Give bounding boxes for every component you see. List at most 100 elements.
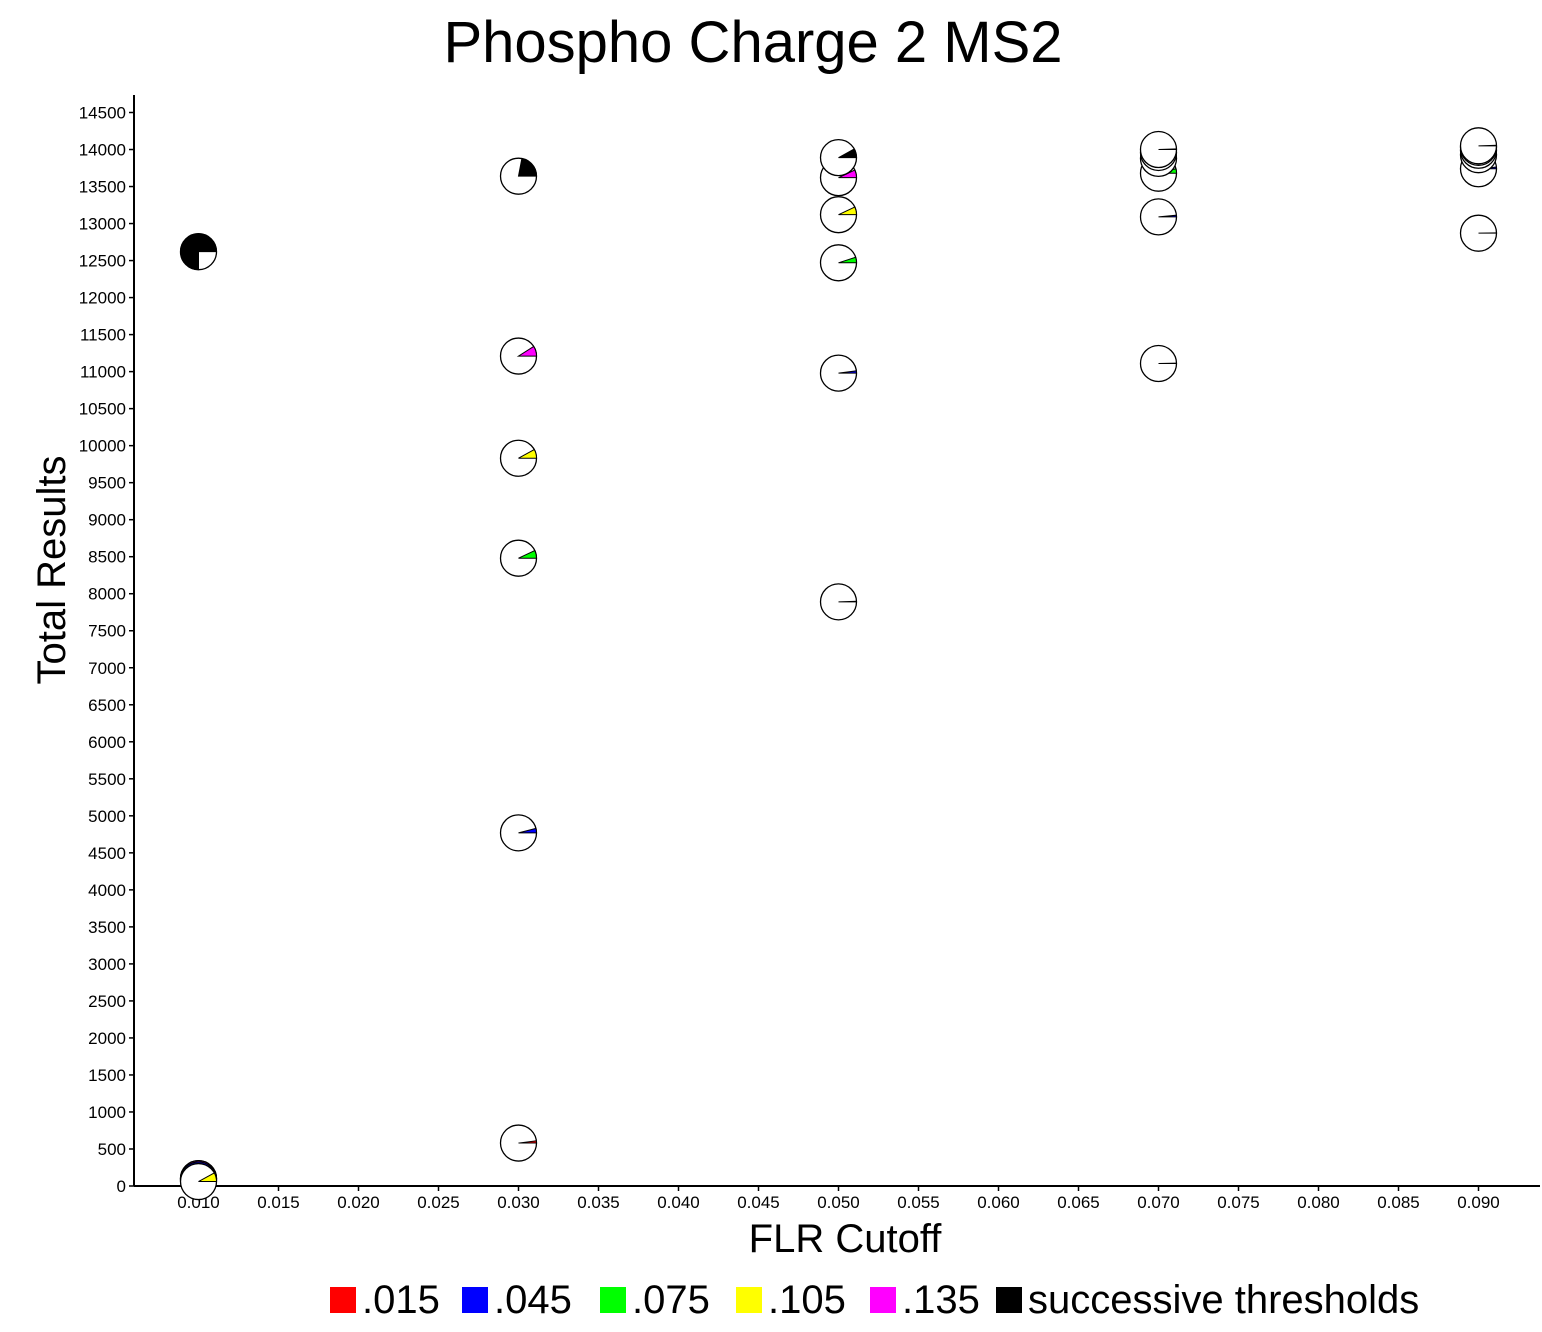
legend-swatch [462,1287,488,1313]
pie-slice [1158,148,1178,151]
pie-point [819,139,858,177]
y-tick-label: 13500 [79,178,126,197]
y-tick-label: 11000 [80,363,126,382]
pie-point [499,439,538,477]
pie-point [499,1124,538,1162]
legend-item: .045 [462,1272,572,1328]
x-axis-title: FLR Cutoff [748,1217,942,1261]
y-tick-label: 2000 [88,1029,126,1048]
y-tick-label: 6500 [88,696,126,715]
pie-point [819,583,858,621]
y-tick-label: 3000 [88,955,126,974]
legend-label: .045 [494,1278,572,1322]
y-tick-label: 12500 [79,252,126,271]
y-tick-label: 8000 [88,585,126,604]
y-tick-label: 12000 [79,289,126,308]
legend-item: successive thresholds [996,1272,1419,1328]
y-tick-label: 1500 [88,1066,126,1085]
pie-point [819,244,858,282]
y-tick-label: 0 [117,1177,126,1196]
y-tick-label: 4000 [88,881,126,900]
x-tick-label: 0.015 [257,1193,300,1212]
x-tick-label: 0.050 [817,1193,860,1212]
y-tick-label: 7000 [88,659,126,678]
pie-slice [838,600,858,603]
pie-point [1139,130,1178,169]
y-tick-label: 3500 [88,918,126,937]
legend-label: .135 [902,1278,980,1322]
x-tick-label: 0.040 [657,1193,700,1212]
axes: 0 500 1000 1500 2000 2500 3000 3500 4000 4500 5000… [79,95,1540,1212]
pie-slice [1158,214,1178,218]
legend-swatch [736,1287,762,1313]
pie-point [819,196,858,234]
x-tick-label: 0.090 [1457,1193,1500,1212]
x-tick-label: 0.045 [737,1193,780,1212]
legend-swatch [870,1287,896,1313]
x-tick-label: 0.020 [337,1193,380,1212]
y-tick-label: 500 [98,1140,126,1159]
pie-point [179,1162,218,1201]
pie-slice [838,206,858,216]
legend-item: .075 [600,1272,710,1328]
x-tick-label: 0.075 [1217,1193,1260,1212]
pie-point [499,157,538,195]
x-tick-label: 0.055 [897,1193,940,1212]
pie-slice [838,370,858,374]
legend-label: .075 [632,1278,710,1322]
legend-swatch [600,1287,626,1313]
x-tick-label: 0.010 [177,1193,220,1212]
pie-point [499,337,538,375]
pie-point [179,233,218,271]
y-tick-label: 4500 [88,844,126,863]
y-tick-label: 9500 [88,474,126,493]
legend-swatch [996,1287,1022,1313]
x-tick-label: 0.085 [1377,1193,1420,1212]
pie-slice [180,233,218,271]
pie-slice [198,1172,218,1183]
legend-label: .015 [362,1278,440,1322]
y-tick-label: 1000 [88,1103,126,1122]
x-tick-label: 0.065 [1057,1193,1100,1212]
x-tick-label: 0.080 [1297,1193,1340,1212]
x-tick-label: 0.030 [497,1193,540,1212]
x-tick-label: 0.035 [577,1193,620,1212]
y-tick-label: 14500 [79,104,126,123]
y-tick-label: 10000 [79,437,126,456]
y-tick-label: 8500 [88,548,126,567]
y-tick-label: 5000 [88,807,126,826]
y-tick-label: 5500 [88,770,126,789]
legend-label: successive thresholds [1028,1278,1420,1322]
legend-swatch [330,1287,356,1313]
legend-item: .135 [870,1272,980,1328]
legend-item: .015 [330,1272,440,1328]
pie-point [499,539,538,577]
pie-slice [518,448,538,459]
pie-slice [838,148,858,159]
pie-point [819,354,858,392]
data-points [179,127,1498,1201]
y-axis-title: Total Results [30,455,74,685]
y-tick-label: 7500 [88,622,126,641]
y-tick-label: 13000 [79,215,126,234]
y-tick-label: 2500 [88,992,126,1011]
pie-slice [516,345,538,357]
pie-point [499,814,538,852]
x-tick-label: 0.025 [417,1193,460,1212]
pie-point [1139,344,1178,383]
chart-title: Phospho Charge 2 MS2 [443,10,1063,75]
pie-slice [838,256,858,264]
legend-label: .105 [768,1278,846,1322]
pie-slice [518,827,538,834]
y-tick-label: 9000 [88,511,126,530]
x-tick-label: 0.070 [1137,1193,1180,1212]
pie-point [1459,214,1498,252]
y-tick-label: 14000 [79,141,126,160]
pie-slice [518,1140,538,1144]
pie-slice [518,549,538,559]
y-tick-label: 10500 [79,400,126,419]
y-tick-label: 6000 [88,733,126,752]
y-tick-label: 11500 [80,326,126,345]
legend-item: .105 [736,1272,846,1328]
